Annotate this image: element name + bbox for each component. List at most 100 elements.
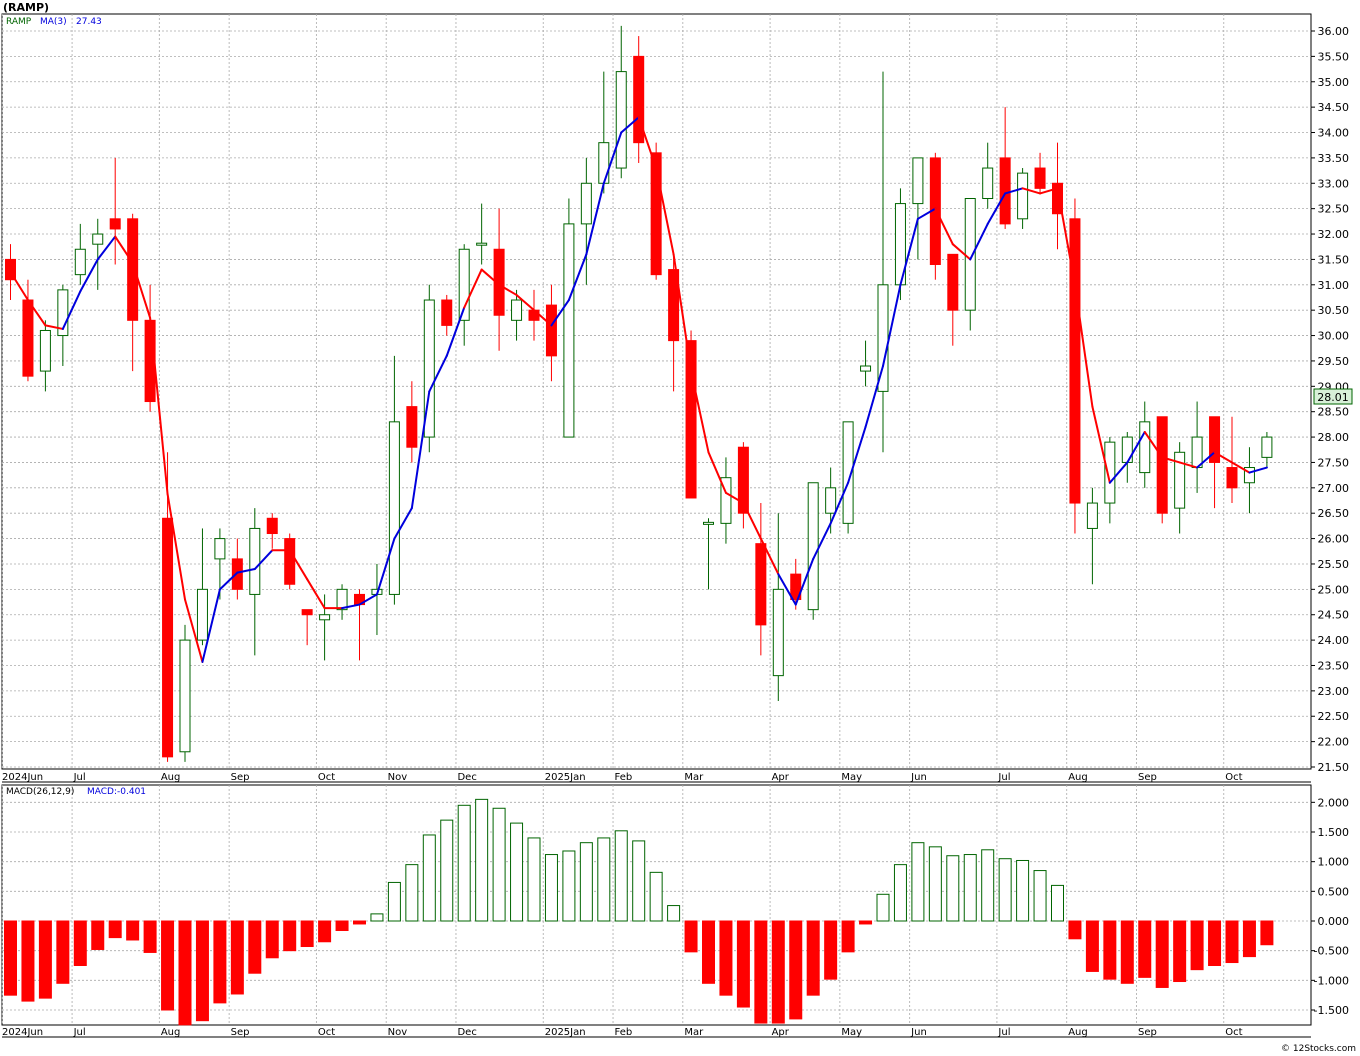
macd-bar — [1120, 920, 1134, 984]
month-label: Jun — [910, 1027, 927, 1038]
macd-bar — [405, 864, 419, 922]
price-tick-label: 22.50 — [1318, 710, 1350, 723]
price-tick-label: 26.50 — [1318, 507, 1350, 520]
candle — [685, 330, 697, 499]
macd-bar — [946, 855, 960, 922]
ma-segment — [61, 290, 82, 330]
macd-bar — [702, 920, 715, 984]
candle-body — [1139, 421, 1151, 474]
macd-bar — [91, 920, 105, 950]
candle — [563, 198, 575, 438]
candle — [650, 142, 662, 280]
ma-segment — [1161, 456, 1181, 464]
candle-body — [109, 218, 121, 230]
macd-bar — [1016, 859, 1030, 922]
price-tick-label: 34.50 — [1318, 101, 1350, 114]
macd-bar — [283, 920, 297, 952]
candle — [1261, 431, 1273, 468]
ma-segment — [812, 522, 832, 560]
candle — [423, 284, 435, 453]
footer-credit: © 12Stocks.com — [1281, 1044, 1356, 1054]
macd-tick-label: -0.500 — [1314, 945, 1349, 958]
macd-bar — [859, 920, 873, 925]
price-tick-label: 26.00 — [1318, 533, 1350, 546]
candle — [912, 157, 924, 260]
candle-body — [39, 329, 51, 372]
candle-body — [214, 538, 226, 560]
candle — [1139, 401, 1151, 488]
price-grid — [1, 13, 1315, 770]
macd-bar — [771, 920, 785, 1024]
candle-body — [476, 242, 488, 246]
candle — [511, 289, 523, 341]
month-label: Aug — [1068, 1027, 1088, 1038]
price-tick-label: 30.50 — [1318, 304, 1350, 317]
month-label: Feb — [615, 1027, 633, 1038]
candle — [1174, 442, 1186, 534]
candle — [162, 452, 174, 762]
candle-body — [1261, 436, 1273, 458]
macd-bar — [754, 920, 768, 1024]
candle-body — [1069, 218, 1081, 504]
macd-bar — [1242, 920, 1256, 958]
price-tick-label: 34.00 — [1318, 127, 1350, 140]
candle — [790, 558, 802, 610]
macd-bar — [300, 920, 314, 948]
ma-segment — [341, 603, 361, 610]
macd-tick-label: 2.000 — [1318, 796, 1350, 809]
candle — [266, 513, 278, 549]
ma-segment — [218, 571, 239, 591]
month-label: Jul — [997, 1027, 1010, 1038]
macd-bar — [841, 920, 855, 953]
month-label: Aug — [1068, 772, 1088, 783]
ma-segment — [1056, 187, 1076, 286]
candle-body — [406, 406, 418, 448]
candle-body — [1104, 441, 1116, 504]
candle-body — [74, 248, 86, 276]
candle — [1069, 198, 1081, 534]
macd-bar — [4, 920, 17, 996]
price-tick-label: 25.50 — [1318, 558, 1350, 571]
macd-bar — [649, 871, 663, 922]
macd-bar — [440, 819, 454, 922]
price-tick-label: 32.00 — [1318, 228, 1350, 241]
ma-segment — [306, 578, 326, 610]
ma-segment — [777, 573, 797, 606]
macd-bar — [806, 920, 820, 996]
month-label: Nov — [388, 772, 408, 783]
macd-tick-label: 1.000 — [1318, 856, 1350, 869]
candle-body — [511, 299, 523, 321]
candle — [755, 503, 767, 656]
macd-bar — [597, 837, 611, 922]
candle — [214, 528, 226, 600]
ma-segment — [1126, 430, 1146, 464]
price-tick-label: 27.50 — [1318, 456, 1350, 469]
macd-grid — [1, 784, 1315, 1026]
macd-bar — [719, 920, 733, 996]
candle-body — [563, 223, 575, 438]
ma-segment — [585, 182, 605, 256]
macd-bar — [510, 822, 524, 922]
candle — [1209, 416, 1221, 509]
candle-body — [127, 218, 139, 321]
candle-body — [999, 157, 1011, 225]
ma-segment — [567, 253, 588, 302]
month-label: Apr — [772, 1027, 790, 1038]
macd-bar — [230, 920, 244, 995]
candle-body — [842, 421, 854, 524]
macd-bar — [213, 920, 227, 1004]
candle-body — [598, 142, 610, 184]
candle-body — [1174, 451, 1186, 509]
month-label: 2025Jan — [545, 1027, 586, 1038]
macd-bar — [457, 804, 471, 922]
candle — [441, 294, 453, 336]
month-label: Sep — [231, 772, 250, 783]
candle — [1017, 168, 1029, 229]
macd-tick-label: 1.500 — [1318, 826, 1350, 839]
macd-bar — [143, 920, 157, 953]
ma-segment — [1091, 405, 1111, 484]
candle-body — [633, 55, 645, 144]
price-tick-label: 32.50 — [1318, 203, 1350, 216]
ma-segment — [986, 192, 1007, 225]
ma-segment — [480, 268, 501, 286]
